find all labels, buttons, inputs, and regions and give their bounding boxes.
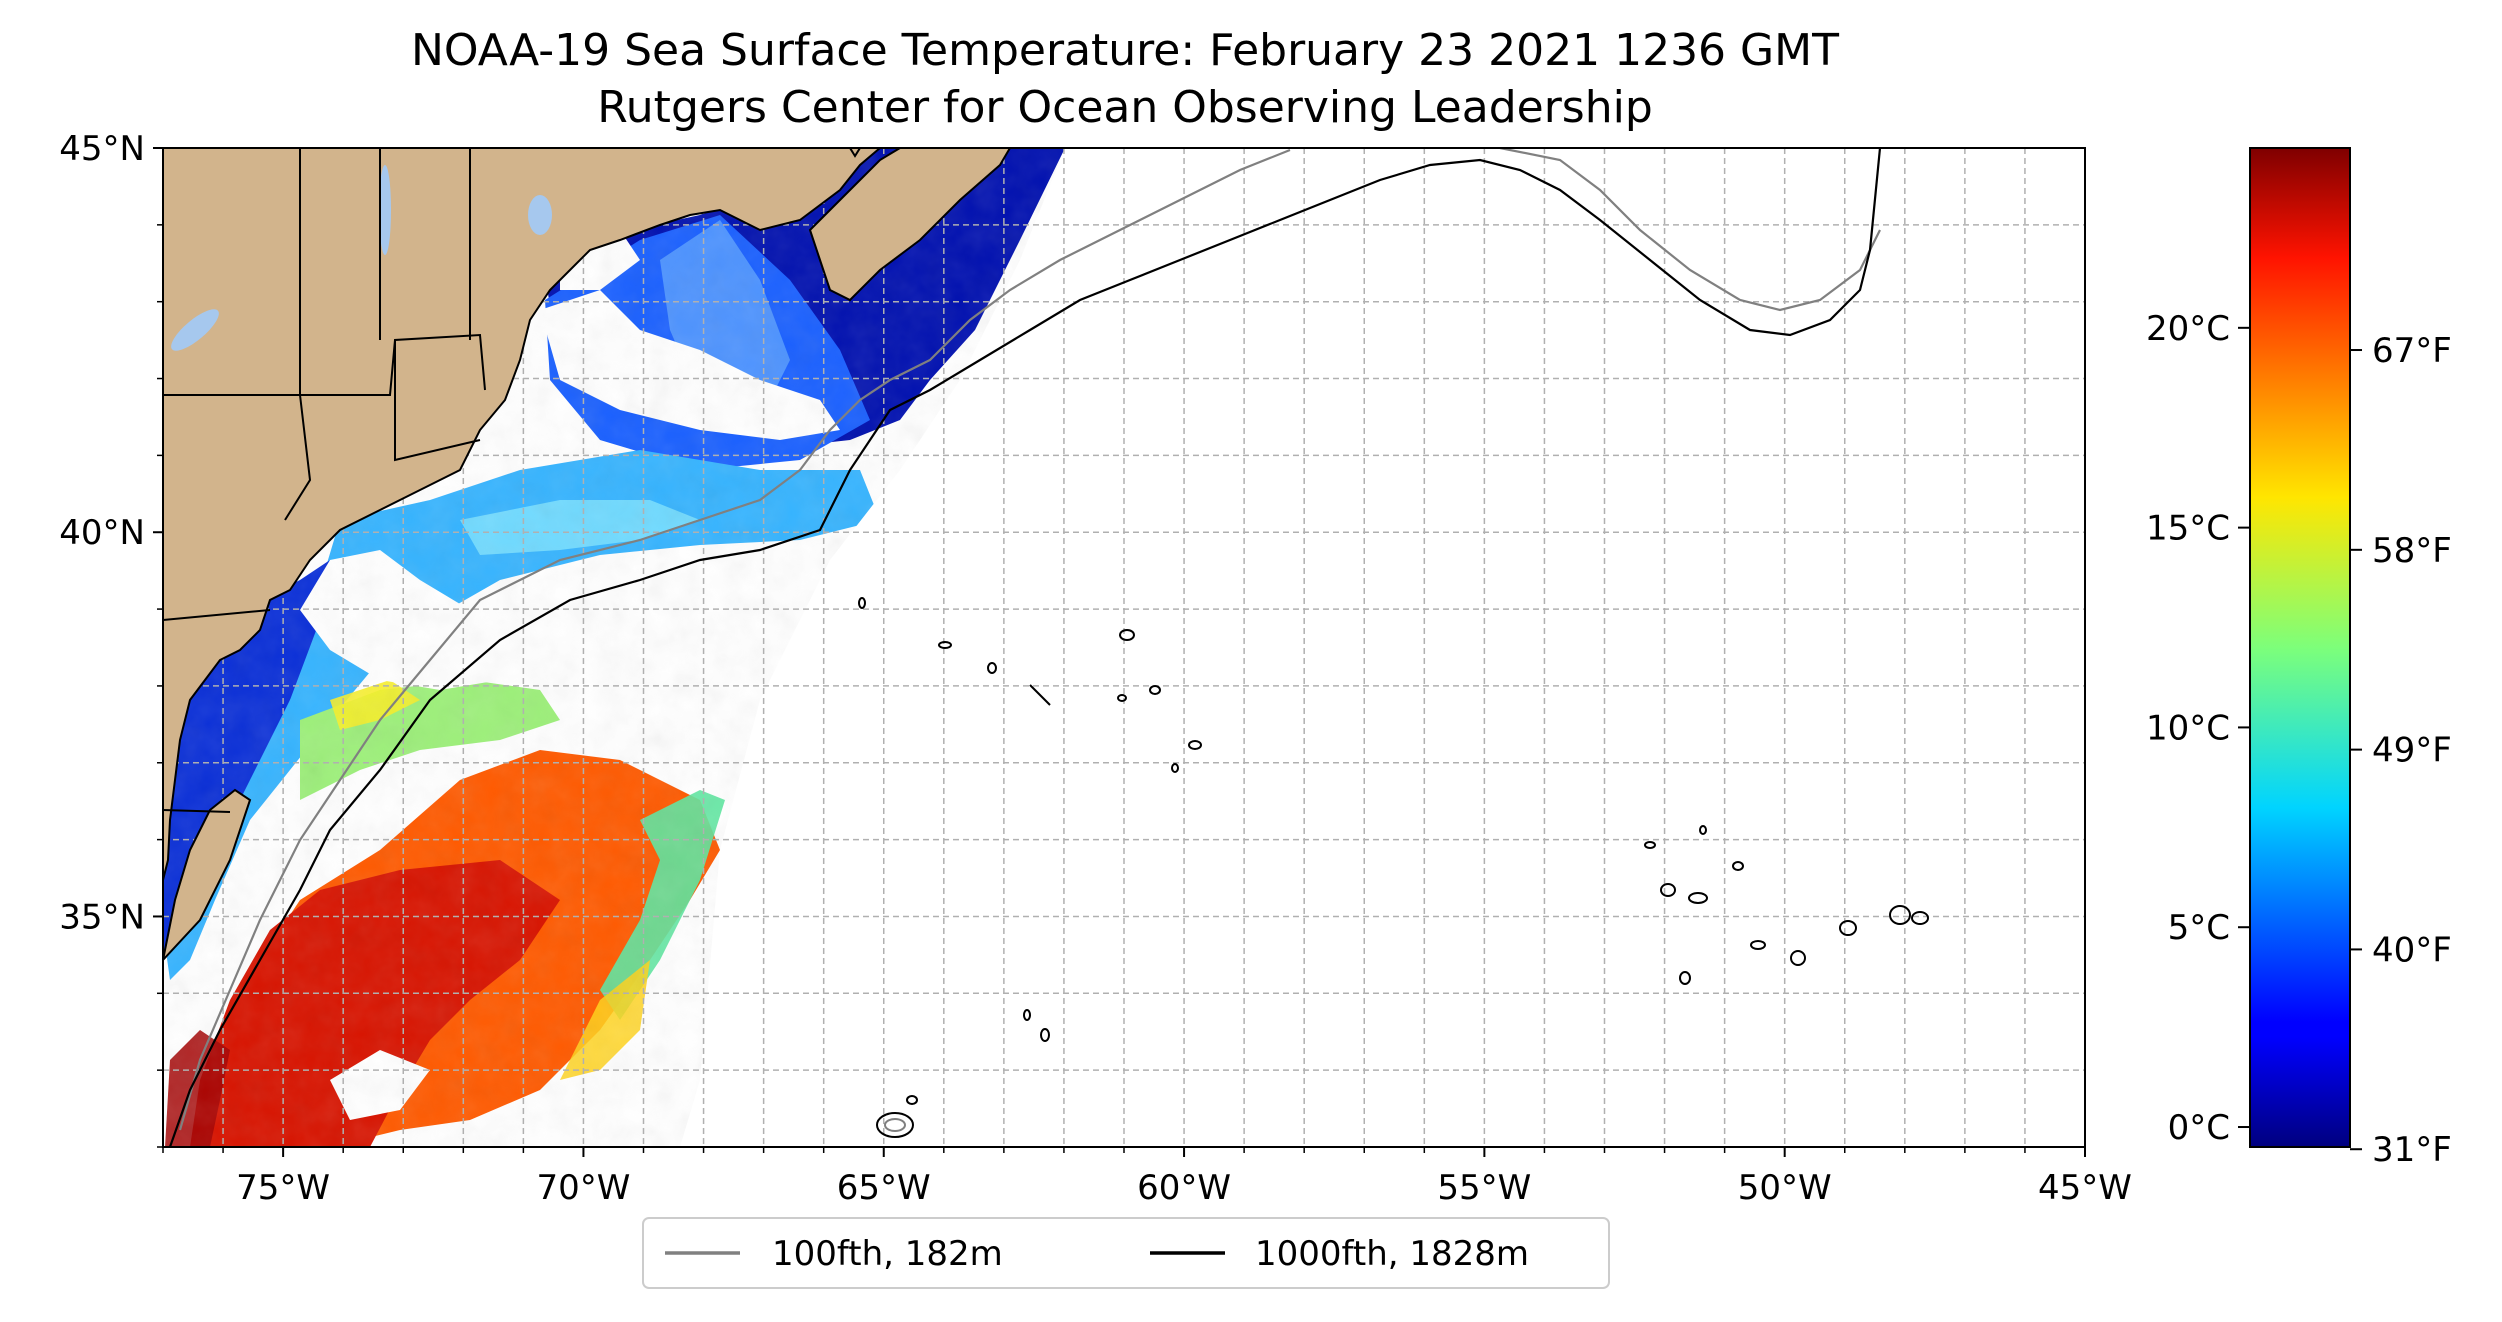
x-tick-label: 45°W bbox=[2038, 1168, 2132, 1208]
sst-imagery bbox=[163, 148, 2085, 1147]
x-tick-label: 55°W bbox=[1437, 1168, 1531, 1208]
colorbar-celsius-ticks: 0°C 5°C 10°C 15°C 20°C bbox=[2146, 309, 2250, 1148]
x-axis: 75°W 70°W 65°W 60°W 55°W 50°W 45°W bbox=[162, 1147, 2132, 1208]
isobath-100fth bbox=[178, 148, 1881, 1131]
colorbar-frame bbox=[2249, 147, 2351, 1148]
y-tick-label: 45°N bbox=[59, 129, 145, 169]
colorbar: 0°C 5°C 10°C 15°C 20°C 31°F 40°F 49°F 58°F 67°F bbox=[2146, 147, 2452, 1170]
colorbar-fahrenheit-label: 49°F bbox=[2372, 731, 2452, 771]
map-area bbox=[163, 148, 2085, 1147]
land-prince-edward-island bbox=[848, 148, 862, 158]
y-tick-label: 35°N bbox=[59, 897, 145, 937]
lake-champlain bbox=[379, 165, 391, 255]
colorbar-fahrenheit-ticks: 31°F 40°F 49°F 58°F 67°F bbox=[2350, 331, 2452, 1170]
x-tick-label: 65°W bbox=[837, 1168, 931, 1208]
colorbar-celsius-label: 0°C bbox=[2168, 1108, 2230, 1148]
state-borders bbox=[163, 148, 486, 813]
colorbar-celsius-label: 20°C bbox=[2146, 309, 2230, 349]
land-north-america bbox=[163, 148, 882, 881]
colorbar-celsius-label: 5°C bbox=[2168, 908, 2230, 948]
colorbar-gradient bbox=[2250, 148, 2350, 1147]
x-tick-label: 75°W bbox=[236, 1168, 330, 1208]
colorbar-celsius-label: 15°C bbox=[2146, 509, 2230, 549]
isobath-1000fth bbox=[168, 148, 1882, 1147]
seamounts bbox=[858, 597, 1929, 1138]
colorbar-fahrenheit-label: 67°F bbox=[2372, 331, 2452, 371]
land-nova-scotia bbox=[808, 148, 1012, 302]
legend: 100fth, 182m 1000fth, 1828m bbox=[642, 1217, 1610, 1289]
legend-label-100fth: 100fth, 182m bbox=[772, 1234, 1003, 1274]
swath-edge-mask bbox=[680, 148, 2085, 1147]
legend-box bbox=[642, 1217, 1610, 1289]
x-tick-label: 70°W bbox=[536, 1168, 630, 1208]
x-tick-label: 50°W bbox=[1738, 1168, 1832, 1208]
colorbar-fahrenheit-label: 58°F bbox=[2372, 531, 2452, 571]
colorbar-fahrenheit-label: 31°F bbox=[2372, 1130, 2452, 1170]
grid bbox=[163, 148, 2085, 1147]
x-tick-label: 60°W bbox=[1137, 1168, 1231, 1208]
legend-label-1000fth: 1000fth, 1828m bbox=[1255, 1234, 1529, 1274]
land-peninsula bbox=[163, 788, 252, 962]
y-tick-label: 40°N bbox=[59, 513, 145, 553]
lake-moosehead bbox=[528, 195, 552, 235]
colorbar-celsius-label: 10°C bbox=[2146, 708, 2230, 748]
lake-ontario-shore bbox=[171, 309, 219, 351]
chart-subtitle: Rutgers Center for Ocean Observing Leade… bbox=[597, 82, 1653, 133]
colorbar-fahrenheit-label: 40°F bbox=[2372, 930, 2452, 970]
chart-title: NOAA-19 Sea Surface Temperature: Februar… bbox=[411, 25, 1839, 76]
y-axis: 45°N 40°N 35°N bbox=[59, 129, 163, 1148]
